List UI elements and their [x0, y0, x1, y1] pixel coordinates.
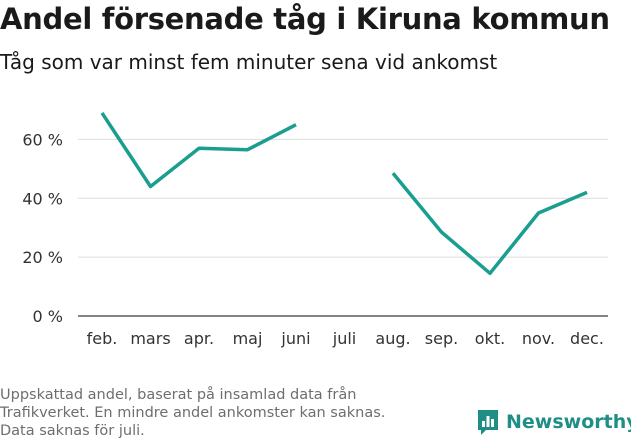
series-line-segment	[391, 172, 588, 276]
x-tick-label: juli	[332, 329, 356, 348]
x-tick-label: sep.	[425, 329, 458, 348]
y-tick-label: 60 %	[22, 130, 63, 149]
line-chart: 0 % 20 % 40 % 60 % feb. mars apr. maj juni juli a…	[22, 111, 608, 348]
brand-name: Newsworthy	[506, 411, 631, 433]
x-tick-label: maj	[233, 329, 263, 348]
x-tick-label: okt.	[475, 329, 505, 348]
y-tick-label: 20 %	[22, 248, 63, 267]
gridlines	[78, 138, 608, 317]
x-tick-label: feb.	[87, 329, 118, 348]
x-tick-label: nov.	[522, 329, 555, 348]
footnote-line-3: Data saknas för juli.	[0, 423, 145, 439]
footnote-line-2: Trafikverket. En mindre andel ankomster …	[0, 405, 386, 421]
y-axis-ticks: 0 % 20 % 40 % 60 %	[22, 130, 63, 326]
series-lines	[100, 111, 588, 276]
y-tick-label: 40 %	[22, 189, 63, 208]
x-tick-label: juni	[280, 329, 310, 348]
x-axis-ticks: feb. mars apr. maj juni juli aug. sep. okt. nov. d…	[87, 329, 604, 348]
series-line-segment	[100, 111, 297, 189]
x-tick-label: dec.	[570, 329, 604, 348]
chart-subtitle: Tåg som var minst fem minuter sena vid a…	[0, 50, 498, 74]
x-tick-label: apr.	[184, 329, 214, 348]
x-tick-label: mars	[130, 329, 170, 348]
footnote-line-1: Uppskattad andel, baserat på insamlad da…	[0, 387, 357, 403]
chart-title: Andel försenade tåg i Kiruna kommun	[0, 2, 610, 36]
y-tick-label: 0 %	[33, 307, 63, 326]
x-tick-label: aug.	[375, 329, 410, 348]
brand-logo: Newsworthy	[476, 408, 631, 436]
bar-chart-speech-bubble-icon	[478, 410, 498, 435]
footnote: Uppskattad andel, baserat på insamlad da…	[0, 386, 460, 440]
